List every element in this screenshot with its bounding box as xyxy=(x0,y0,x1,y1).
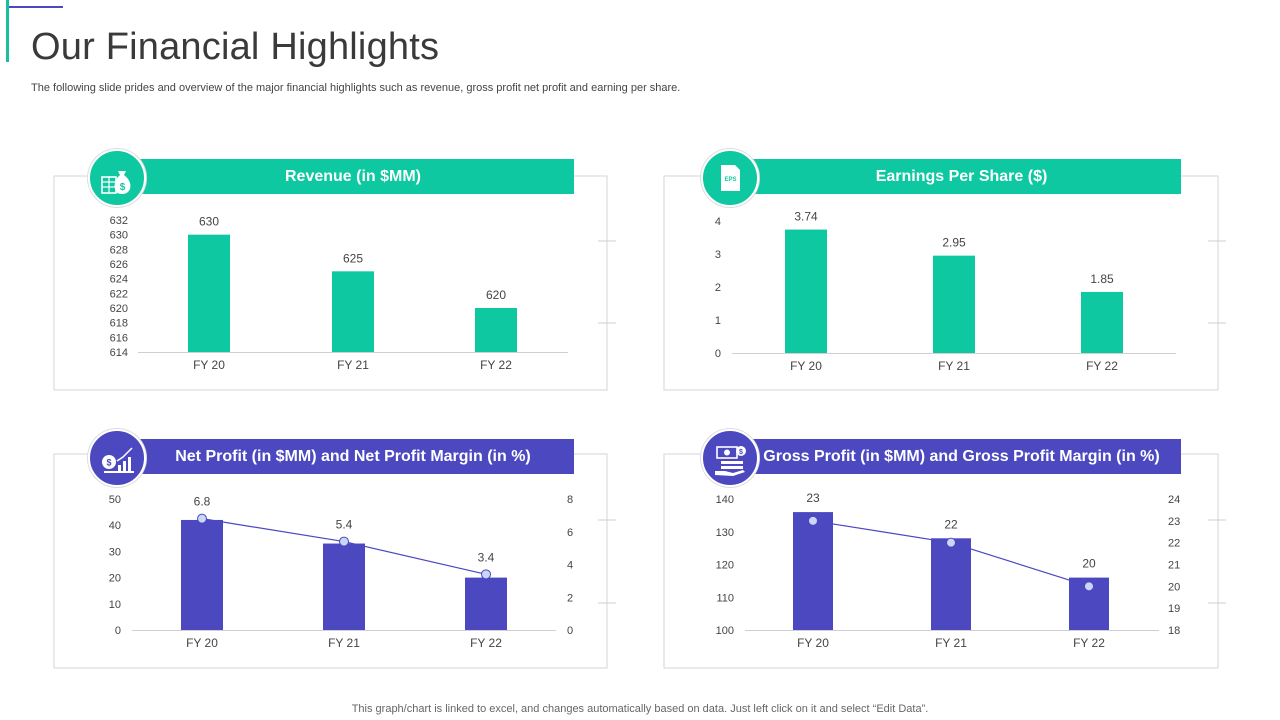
title-accent-bar xyxy=(6,0,9,62)
money-bag-icon: $ xyxy=(88,149,146,207)
footnote: This graph/chart is linked to excel, and… xyxy=(351,703,929,715)
gross-profit-chart-title: Gross Profit (in $MM) and Gross Profit M… xyxy=(742,439,1181,474)
eps-document-icon: EPS xyxy=(701,149,759,207)
svg-text:EPS: EPS xyxy=(724,177,736,183)
svg-text:$: $ xyxy=(106,458,111,468)
page-title: Our Financial Highlights xyxy=(31,26,440,68)
svg-text:$: $ xyxy=(739,449,743,456)
growth-chart-icon: $ xyxy=(88,429,146,487)
revenue-chart-title: Revenue (in $MM) xyxy=(132,159,574,194)
eps-chart-title: Earnings Per Share ($) xyxy=(742,159,1181,194)
svg-text:$: $ xyxy=(120,182,126,193)
title-accent-line xyxy=(9,6,63,8)
net-profit-chart-title: Net Profit (in $MM) and Net Profit Margi… xyxy=(132,439,574,474)
cash-hand-icon: $ xyxy=(701,429,759,487)
page-subtitle: The following slide prides and overview … xyxy=(31,82,681,94)
